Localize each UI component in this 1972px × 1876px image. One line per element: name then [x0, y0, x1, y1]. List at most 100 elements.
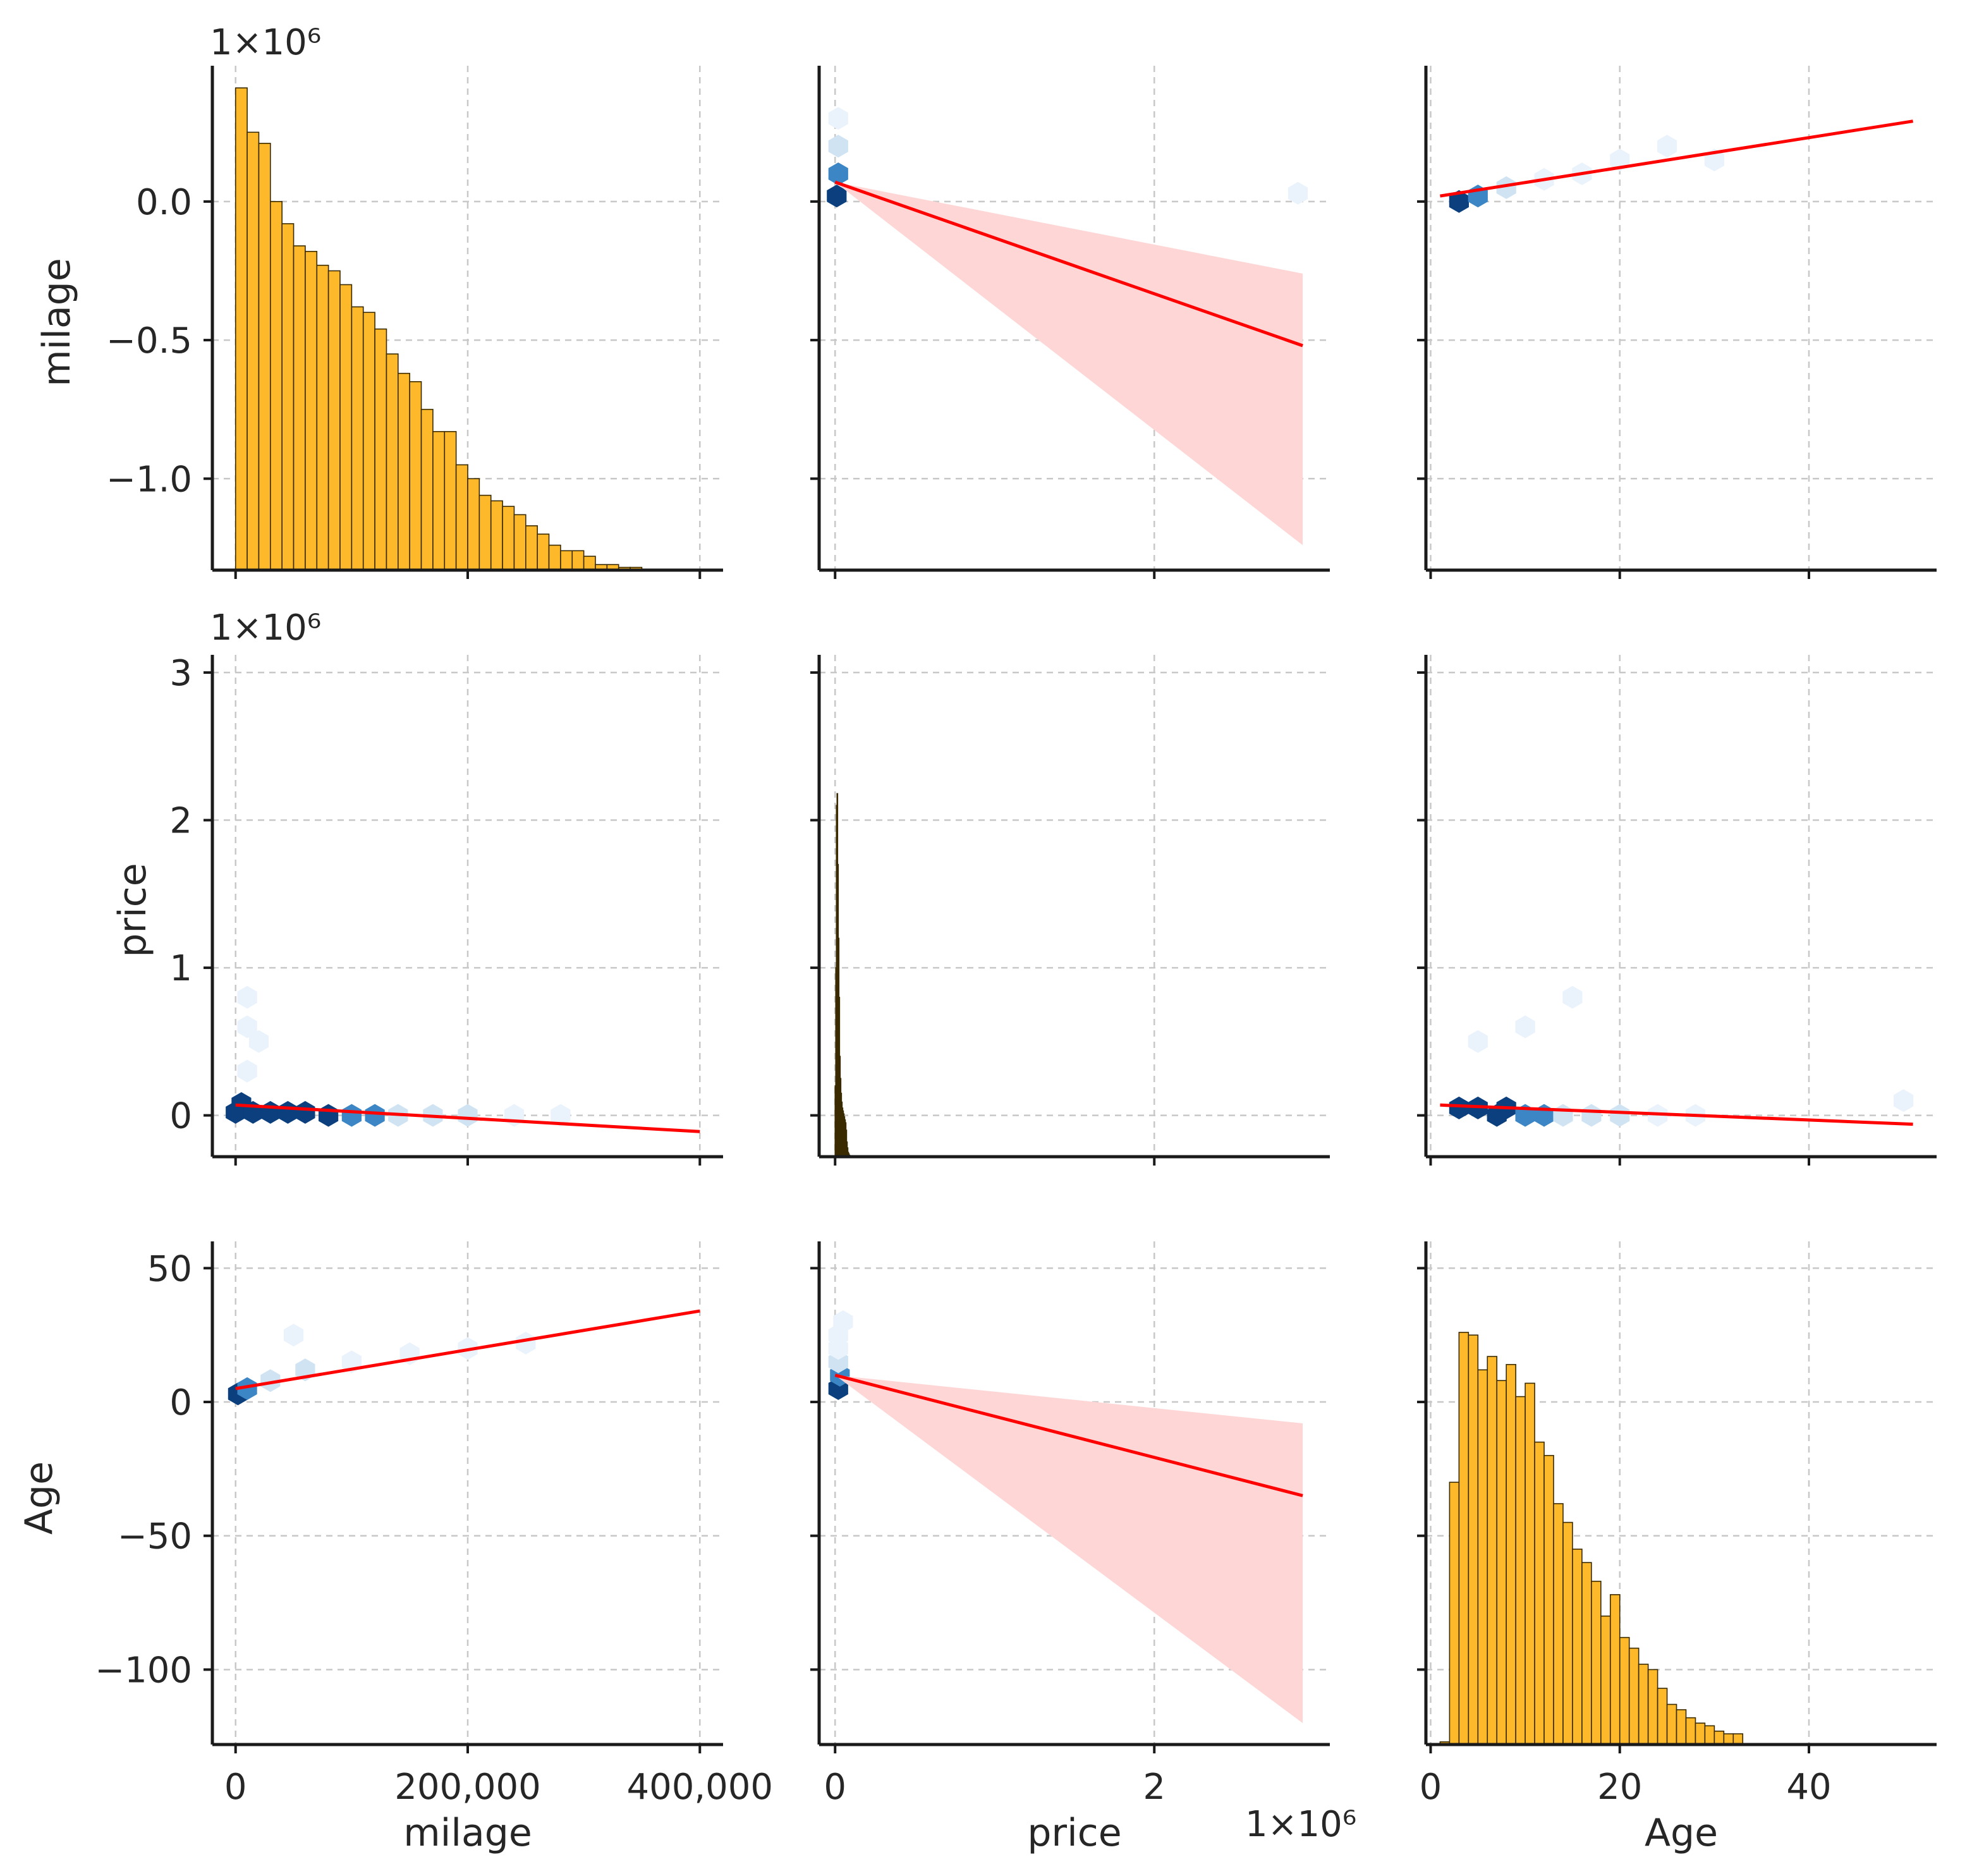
histogram-bar: [398, 372, 410, 570]
histogram-bar: [1713, 1731, 1725, 1745]
panel-content: [228, 1309, 700, 1406]
y-tick-label: 0: [169, 1382, 192, 1423]
confidence-band: [835, 182, 1303, 545]
hexbin-cell: [277, 1100, 298, 1124]
col1-x-offset-label: 1×10⁶: [1245, 1804, 1356, 1845]
panel-content: [234, 87, 643, 570]
y-tick-label: 50: [147, 1248, 192, 1289]
histogram-bar: [537, 533, 550, 570]
y-tick-label: 2: [169, 801, 192, 842]
hexbin-cell: [237, 1059, 257, 1083]
histogram-bar: [1506, 1363, 1516, 1745]
panel-content: [834, 793, 851, 1157]
hexbin-cell: [828, 107, 848, 130]
histogram-bar: [305, 250, 318, 570]
y-tick-label: 1: [169, 948, 192, 989]
hexbin-cell: [1610, 1104, 1630, 1127]
histogram-bar: [432, 430, 446, 570]
x-axis-label-milage: milage: [403, 1811, 532, 1855]
histogram-bar: [560, 550, 573, 570]
histogram-bar: [293, 245, 306, 570]
panel-content: [226, 985, 700, 1133]
histogram-bar: [351, 306, 364, 570]
histogram-bar: [1647, 1669, 1659, 1745]
x-tick-label: 40: [1786, 1767, 1831, 1808]
regression-line: [1440, 119, 1913, 198]
histogram-bar: [1657, 1688, 1668, 1745]
y-tick-label: −50: [118, 1516, 192, 1557]
hexbin-cell: [295, 1100, 315, 1124]
histogram-bar: [525, 525, 538, 570]
hexbin-cell: [260, 1100, 281, 1124]
hexbin-cell: [237, 985, 257, 1009]
panel-milage-vs-milage: 0.0 −0.5 −1.0: [106, 66, 723, 579]
hexbin-cell: [237, 1377, 257, 1400]
confidence-band: [835, 1375, 1303, 1724]
x-tick-label: 20: [1597, 1767, 1642, 1808]
x-tick-label: 0: [224, 1767, 247, 1808]
hexbin-cell: [1496, 176, 1516, 199]
histogram-bar: [362, 312, 375, 570]
histogram-bar: [1723, 1733, 1734, 1745]
x-tick-label: 0: [1420, 1767, 1442, 1808]
histogram-bar: [1581, 1562, 1592, 1745]
hexbin-cell: [828, 135, 848, 158]
row0-y-offset-label: 1×10⁶: [210, 22, 321, 63]
regression-line: [235, 1309, 700, 1391]
histogram-bar: [490, 500, 503, 570]
histogram-bar: [467, 478, 480, 570]
hexbin-cell: [1562, 985, 1583, 1009]
hexbin-cell: [1287, 181, 1308, 205]
panel-Age-vs-milage: 50 0 −50 −100 0 200,000 400,000: [95, 1241, 773, 1808]
histogram-bar: [281, 223, 295, 570]
histogram-bar: [1487, 1356, 1498, 1745]
histogram-bar: [1572, 1549, 1583, 1745]
histogram-bar: [339, 284, 353, 570]
histogram-bar: [1695, 1722, 1706, 1745]
histogram-bar: [502, 506, 515, 570]
histogram-bar: [444, 430, 457, 570]
panel-price-vs-price: [810, 655, 1330, 1166]
histogram-bar: [1638, 1664, 1649, 1745]
y-axis-label-age: Age: [17, 1461, 61, 1535]
histogram-bar: [1732, 1733, 1744, 1745]
histogram-bar: [548, 544, 561, 570]
hexbin-cell: [284, 1324, 304, 1347]
histogram-bar: [478, 494, 492, 570]
hexbin-cell: [1894, 1089, 1914, 1112]
histogram-bar: [513, 514, 526, 570]
x-tick-label: 400,000: [626, 1767, 773, 1808]
histogram-bar: [327, 270, 341, 570]
histogram-bar: [1496, 1380, 1507, 1745]
histogram-bar: [1628, 1647, 1640, 1745]
hexbin-cell: [833, 1310, 853, 1333]
panels: 0.0 −0.5 −1.0 0 1 2 3 50 0 −50 −100 0 200,000 400,000…: [95, 66, 1937, 1808]
hexbin-cell: [319, 1104, 339, 1127]
histogram-bar: [246, 131, 260, 570]
histogram-bar: [386, 353, 399, 570]
y-tick-label: −1.0: [106, 459, 192, 500]
panel-price-vs-milage: 0 1 2 3: [169, 653, 723, 1166]
hexbin-cell: [1657, 135, 1677, 158]
histogram-bar: [1685, 1717, 1696, 1745]
regression-line: [1440, 1103, 1913, 1126]
histogram-bar: [1704, 1725, 1715, 1745]
x-axis-label-age: Age: [1645, 1811, 1718, 1855]
panel-content: [828, 1310, 1303, 1724]
histogram-bar: [1468, 1334, 1479, 1745]
hexbin-cell: [341, 1104, 362, 1127]
panel-content: [1439, 1332, 1744, 1745]
hexbin-cell: [1515, 1015, 1535, 1038]
x-axis-label-price: price: [1027, 1811, 1121, 1855]
hexbin-cell: [504, 1104, 524, 1127]
histogram-bar: [1525, 1382, 1535, 1745]
hexbin-cell: [237, 1015, 257, 1038]
hexbin-cell: [458, 1104, 478, 1127]
regression-line: [834, 180, 1303, 348]
histogram-bar: [1477, 1369, 1488, 1745]
histogram-bar: [583, 556, 596, 570]
hexbin-cell: [827, 185, 847, 208]
x-tick-label: 2: [1143, 1767, 1166, 1808]
